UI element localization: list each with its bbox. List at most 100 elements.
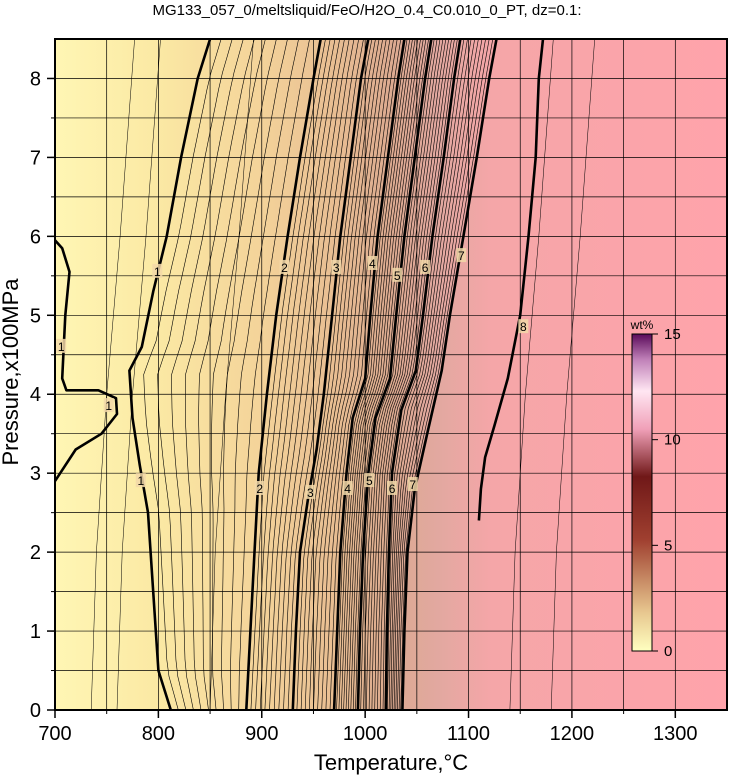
thin-contour <box>273 39 350 710</box>
thin-contour <box>250 39 326 710</box>
thin-contour <box>211 39 277 710</box>
thin-contour <box>363 39 438 710</box>
thin-contours <box>90 39 595 710</box>
y-tick-label: 5 <box>30 305 41 327</box>
x-tick-label: 1200 <box>550 723 595 745</box>
colorbar-ticks: 0 5 10 15 <box>652 326 681 660</box>
thin-contour <box>230 39 299 710</box>
bold-contour-8 <box>477 39 545 521</box>
bold-contour-7 <box>401 39 498 710</box>
thin-contour <box>355 39 429 710</box>
y-tick-label: 3 <box>30 463 41 485</box>
colorbar-gradient <box>631 333 653 652</box>
svg-text:1: 1 <box>105 399 112 413</box>
contour-label: 6 <box>387 480 398 496</box>
contour-label: 3 <box>331 259 342 275</box>
contour-label: 2 <box>254 480 265 496</box>
thin-contour <box>238 39 310 710</box>
thin-contour <box>329 39 402 710</box>
chart-title: MG133_057_0/meltsliquid/FeO/H2O_0.4_C0.0… <box>152 2 581 19</box>
svg-text:3: 3 <box>307 486 314 500</box>
thin-contour <box>395 39 483 710</box>
contour-label: 7 <box>456 248 467 263</box>
thin-contour <box>360 39 435 710</box>
plot-frame <box>54 38 728 711</box>
contour-label: 5 <box>364 473 375 488</box>
thin-contour <box>325 39 398 710</box>
x-tick-label: 900 <box>245 723 278 745</box>
contour-label: 8 <box>518 319 529 334</box>
y-tick-label: 7 <box>30 147 41 169</box>
thin-contour <box>392 39 475 710</box>
thin-contour <box>143 39 222 710</box>
thin-contour <box>377 39 452 710</box>
x-tick-label: 700 <box>38 723 71 745</box>
svg-text:1: 1 <box>154 265 161 279</box>
thin-contour <box>313 39 387 710</box>
colorbar-tick-label: 0 <box>664 643 672 660</box>
thin-contour <box>300 39 376 710</box>
thin-contour <box>379 39 455 710</box>
svg-text:1: 1 <box>58 340 65 354</box>
svg-text:4: 4 <box>344 482 351 496</box>
svg-text:4: 4 <box>369 257 376 271</box>
thin-contour <box>393 39 479 710</box>
thin-contour <box>157 39 233 710</box>
bold-contour-3 <box>291 39 370 710</box>
colorbar: wt% 0 5 10 15 <box>630 318 681 660</box>
thin-contour <box>336 39 408 710</box>
svg-text:1: 1 <box>137 474 144 488</box>
contour-label: 4 <box>342 480 353 496</box>
y-tick-label: 8 <box>30 68 41 90</box>
x-tick-label: 1000 <box>343 723 388 745</box>
svg-text:7: 7 <box>458 249 465 263</box>
contour-label: 2 <box>279 259 290 275</box>
contour-label: 4 <box>367 255 378 271</box>
thin-contour <box>321 39 394 710</box>
x-tick-label: 800 <box>142 723 175 745</box>
svg-text:6: 6 <box>389 482 396 496</box>
thin-contour <box>309 39 383 710</box>
x-tick-label: 1300 <box>653 723 698 745</box>
bold-contours <box>55 39 545 710</box>
thin-contour <box>255 39 331 710</box>
contour-label: 1 <box>56 338 67 354</box>
y-tick-label: 6 <box>30 226 41 248</box>
thin-contour <box>198 39 266 710</box>
thin-contour <box>171 39 244 710</box>
thin-contour <box>371 39 447 710</box>
contour-label: 7 <box>407 477 418 492</box>
thin-contour <box>343 39 416 710</box>
thin-contour <box>345 39 419 710</box>
contour-label: 6 <box>420 259 431 275</box>
bold-contour-5 <box>356 39 433 710</box>
thin-contour <box>287 39 364 710</box>
bold-contour-4 <box>332 39 406 710</box>
contour-label: 1 <box>135 473 146 488</box>
bold-contour-2 <box>245 39 322 710</box>
y-tick-label: 0 <box>30 700 41 722</box>
x-axis: 700 800 900 1000 1100 1200 1300 <box>38 710 698 745</box>
thin-contour <box>338 39 411 710</box>
thin-contour <box>278 39 355 710</box>
contour-label: 1 <box>152 263 163 279</box>
thin-contour <box>374 39 449 710</box>
svg-text:2: 2 <box>256 482 263 496</box>
thin-contour <box>269 39 345 710</box>
y-tick-label: 4 <box>30 384 41 406</box>
thin-contour <box>352 39 427 710</box>
thin-contour <box>350 39 424 710</box>
colorbar-label: wt% <box>630 318 654 332</box>
svg-text:6: 6 <box>422 261 429 275</box>
thin-contour <box>388 39 468 710</box>
svg-text:5: 5 <box>394 269 401 283</box>
x-tick-label: 1100 <box>447 723 490 745</box>
thin-contour <box>382 39 458 710</box>
thin-contour <box>296 39 373 710</box>
colorbar-tick-label: 5 <box>664 537 672 554</box>
colorbar-tick-label: 15 <box>664 326 681 343</box>
thin-contour <box>390 39 472 710</box>
thin-contour <box>317 39 391 710</box>
